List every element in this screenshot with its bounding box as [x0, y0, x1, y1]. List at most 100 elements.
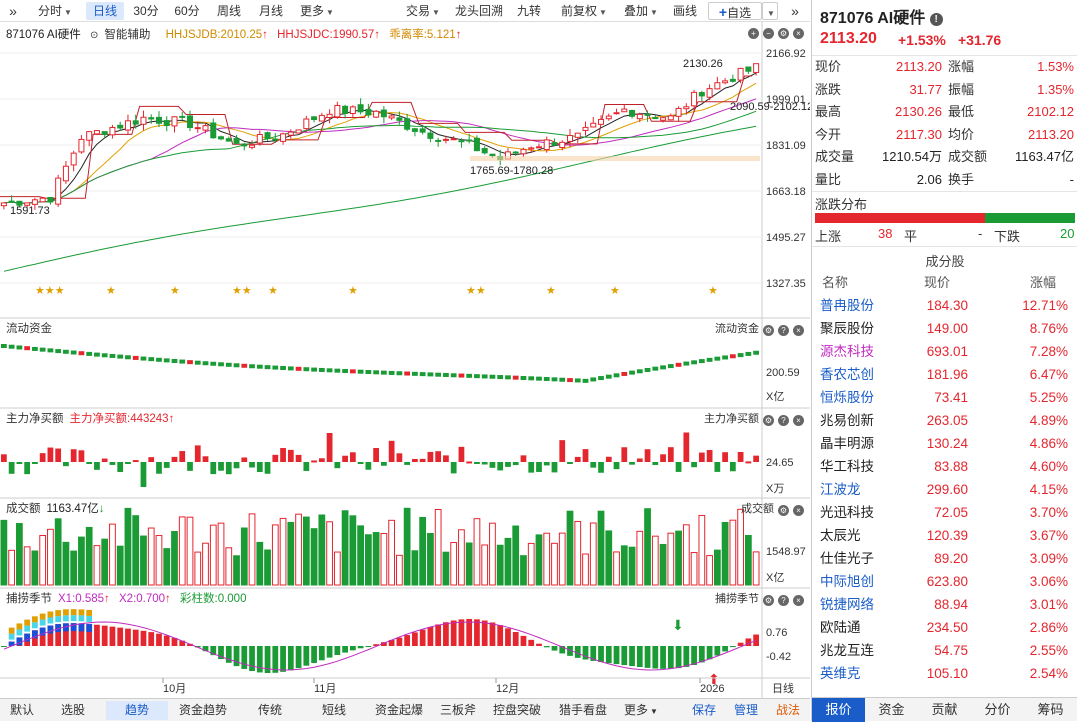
- tab-fund-trend[interactable]: 资金趋势: [178, 703, 227, 717]
- tab-fund-burst[interactable]: 资金起爆: [374, 703, 423, 717]
- net-bar: [16, 462, 23, 464]
- volume-bar: [287, 521, 295, 586]
- tab-chips[interactable]: 筹码: [1037, 702, 1064, 717]
- close-icon[interactable]: ×: [793, 415, 804, 426]
- list-item[interactable]: 兆龙互连 54.75 2.55%: [812, 639, 1077, 662]
- close-icon[interactable]: ×: [793, 595, 804, 606]
- tab-short-term[interactable]: 短线: [321, 703, 346, 717]
- help-icon[interactable]: ?: [778, 325, 789, 336]
- volume-bar: [109, 523, 116, 586]
- settings-icon[interactable]: ⚙: [763, 325, 774, 336]
- volume-bar: [233, 555, 240, 586]
- zoom-in-icon[interactable]: +: [748, 28, 759, 39]
- season-x1: X1:0.585: [58, 593, 105, 605]
- double-chevron-right-icon[interactable]: »: [9, 3, 17, 19]
- net-bar: [536, 462, 542, 472]
- flow-mark: [210, 361, 217, 366]
- stock-pct: 4.15%: [1029, 482, 1068, 497]
- adjust-button[interactable]: 前复权 ▼: [554, 2, 614, 20]
- net-bar: [187, 462, 193, 471]
- settings-icon[interactable]: ⚙: [763, 415, 774, 426]
- list-item[interactable]: 光迅科技 72.05 3.70%: [812, 501, 1077, 524]
- flow-mark: [443, 372, 449, 377]
- header-name[interactable]: 名称: [822, 275, 849, 290]
- list-item[interactable]: 英维克 105.10 2.54%: [812, 662, 1077, 685]
- season-bar: [481, 620, 488, 646]
- info-icon[interactable]: !: [929, 13, 943, 26]
- list-item[interactable]: 晶丰明源 130.24 4.86%: [812, 432, 1077, 455]
- list-item[interactable]: 中际旭创 623.80 3.06%: [812, 570, 1077, 593]
- list-item[interactable]: 兆易创新 263.05 4.89%: [812, 409, 1077, 432]
- trade-button[interactable]: 交易 ▼: [400, 2, 446, 20]
- settings-icon[interactable]: ⚙: [763, 595, 774, 606]
- manage-button[interactable]: 管理: [733, 703, 758, 717]
- header-pct[interactable]: 涨幅: [1030, 275, 1057, 290]
- nine-turn-button[interactable]: 九转: [516, 4, 541, 18]
- season-bar: [86, 623, 93, 646]
- overlay-button[interactable]: 叠加 ▼: [618, 2, 664, 20]
- assist-toggle[interactable]: ⊙ 智能辅助: [90, 29, 156, 41]
- candle-body: [559, 141, 566, 148]
- plus-icon: +: [718, 4, 728, 20]
- net-value: 24.65: [766, 457, 794, 469]
- expand-panel-icon[interactable]: »: [791, 3, 799, 19]
- leader-backtrack-button[interactable]: 龙头回溯: [454, 4, 503, 18]
- period-intraday-button[interactable]: 分时 ▼: [30, 2, 80, 20]
- period-30min-button[interactable]: 30分: [133, 4, 159, 18]
- settings-icon[interactable]: ⚙: [778, 505, 789, 516]
- period-daily-button[interactable]: 日线: [86, 2, 124, 20]
- settings-icon[interactable]: ⚙: [778, 28, 789, 39]
- tab-quote[interactable]: 报价: [812, 698, 865, 722]
- period-more-button[interactable]: 更多 ▼: [294, 2, 340, 20]
- tab-control-breakout[interactable]: 控盘突破: [492, 703, 541, 717]
- period-monthly-button[interactable]: 月线: [258, 4, 283, 18]
- tab-funds[interactable]: 资金: [878, 702, 905, 717]
- list-item[interactable]: 源杰科技 693.01 7.28%: [812, 340, 1077, 363]
- list-item[interactable]: 欧陆通 234.50 2.86%: [812, 616, 1077, 639]
- zoom-out-icon[interactable]: −: [763, 28, 774, 39]
- tab-three-axes[interactable]: 三板斧: [439, 703, 476, 717]
- season-bar: [163, 635, 170, 646]
- chart-area[interactable]: 2166.92 1999.01 1831.09 1663.18 1495.27 1327.…: [0, 22, 813, 698]
- season-bar: [365, 646, 372, 647]
- help-icon[interactable]: ?: [778, 415, 789, 426]
- close-icon[interactable]: ×: [793, 505, 804, 516]
- tab-trend[interactable]: 趋势: [106, 701, 168, 720]
- season-bar: [489, 622, 496, 646]
- tab-hunter-watch[interactable]: 猎手看盘: [558, 703, 607, 717]
- season-bar: [458, 619, 465, 646]
- tab-traditional[interactable]: 传统: [257, 703, 282, 717]
- flow-mark: [179, 359, 186, 364]
- list-item[interactable]: 华工科技 83.88 4.60%: [812, 455, 1077, 478]
- tab-contribution[interactable]: 贡献: [931, 702, 958, 717]
- tactics-button[interactable]: 战法: [775, 703, 800, 717]
- list-item[interactable]: 锐捷网络 88.94 3.01%: [812, 593, 1077, 616]
- header-price[interactable]: 现价: [924, 275, 951, 290]
- close-icon[interactable]: ×: [793, 325, 804, 336]
- stock-price: 184.30: [926, 298, 968, 313]
- tab-default[interactable]: 默认: [9, 703, 34, 717]
- close-icon[interactable]: ×: [793, 28, 804, 39]
- list-item[interactable]: 仕佳光子 89.20 3.09%: [812, 547, 1077, 570]
- help-icon[interactable]: ?: [778, 595, 789, 606]
- list-item[interactable]: 恒烁股份 73.41 5.25%: [812, 386, 1077, 409]
- watchlist-button[interactable]: +自选: [708, 2, 762, 20]
- list-item[interactable]: 香农芯创 181.96 6.47%: [812, 363, 1077, 386]
- flow-mark: [256, 364, 263, 369]
- tab-more[interactable]: 更多 ▼: [618, 701, 664, 720]
- list-item[interactable]: 普冉股份 184.30 12.71%: [812, 294, 1077, 317]
- chart-canvas[interactable]: 2166.92 1999.01 1831.09 1663.18 1495.27 1327.…: [0, 22, 813, 698]
- season-bar: [745, 638, 752, 646]
- draw-line-button[interactable]: 画线: [672, 4, 697, 18]
- list-item[interactable]: 江波龙 299.60 4.15%: [812, 478, 1077, 501]
- tab-price-dist[interactable]: 分价: [984, 702, 1011, 717]
- period-weekly-button[interactable]: 周线: [216, 4, 241, 18]
- save-button[interactable]: 保存: [691, 703, 716, 717]
- list-item[interactable]: 太辰光 120.39 3.67%: [812, 524, 1077, 547]
- list-item[interactable]: 聚辰股份 149.00 8.76%: [812, 317, 1077, 340]
- period-60min-button[interactable]: 60分: [174, 4, 200, 18]
- tab-select-stock[interactable]: 选股: [60, 703, 85, 717]
- flow-mark: [287, 366, 294, 371]
- watchlist-dropdown[interactable]: ▼: [762, 2, 778, 20]
